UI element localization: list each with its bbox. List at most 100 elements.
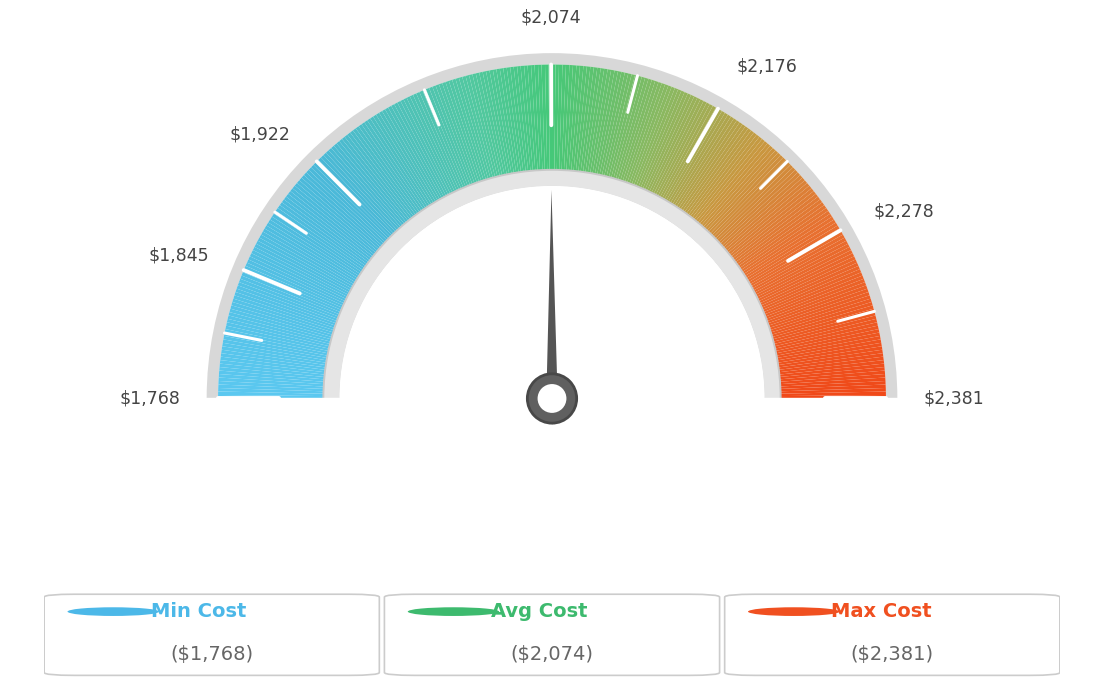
Wedge shape <box>274 210 363 273</box>
Wedge shape <box>686 128 751 216</box>
Wedge shape <box>576 66 591 172</box>
Wedge shape <box>263 228 355 284</box>
Wedge shape <box>257 237 352 291</box>
Text: ($1,768): ($1,768) <box>170 644 253 664</box>
Wedge shape <box>220 364 326 377</box>
Wedge shape <box>219 395 325 398</box>
Wedge shape <box>587 68 607 174</box>
Wedge shape <box>562 65 570 171</box>
Wedge shape <box>752 237 847 291</box>
Wedge shape <box>241 275 340 317</box>
Wedge shape <box>659 104 713 199</box>
Wedge shape <box>361 122 424 212</box>
Wedge shape <box>724 180 807 251</box>
Wedge shape <box>265 226 358 283</box>
Wedge shape <box>219 391 325 396</box>
Wedge shape <box>276 208 365 270</box>
Wedge shape <box>297 180 380 251</box>
Wedge shape <box>492 69 514 175</box>
Wedge shape <box>606 74 635 178</box>
Wedge shape <box>731 191 816 259</box>
Polygon shape <box>546 190 558 399</box>
Wedge shape <box>342 137 411 221</box>
Wedge shape <box>763 273 862 315</box>
Wedge shape <box>433 86 473 186</box>
Text: $1,768: $1,768 <box>119 389 180 408</box>
Wedge shape <box>776 339 881 360</box>
Wedge shape <box>226 322 330 349</box>
Wedge shape <box>423 89 466 188</box>
Wedge shape <box>776 336 881 358</box>
Wedge shape <box>716 168 796 243</box>
FancyBboxPatch shape <box>384 594 720 676</box>
Wedge shape <box>680 122 743 212</box>
Wedge shape <box>743 217 834 277</box>
Wedge shape <box>521 66 533 172</box>
Wedge shape <box>333 144 405 226</box>
Wedge shape <box>272 214 362 275</box>
Wedge shape <box>720 172 800 246</box>
Wedge shape <box>733 197 820 263</box>
Wedge shape <box>227 315 331 344</box>
Wedge shape <box>654 99 703 195</box>
Wedge shape <box>238 279 339 319</box>
Wedge shape <box>778 367 884 380</box>
Wedge shape <box>765 279 866 319</box>
Wedge shape <box>316 160 393 237</box>
Wedge shape <box>661 106 715 200</box>
Wedge shape <box>670 113 728 205</box>
Wedge shape <box>534 65 542 171</box>
Text: Max Cost: Max Cost <box>831 602 932 621</box>
Wedge shape <box>479 72 505 176</box>
Text: $1,922: $1,922 <box>230 126 290 144</box>
Wedge shape <box>314 162 391 239</box>
Wedge shape <box>410 95 457 193</box>
Wedge shape <box>721 175 803 248</box>
Wedge shape <box>739 208 828 270</box>
Circle shape <box>407 607 499 616</box>
Wedge shape <box>713 162 790 239</box>
Wedge shape <box>693 137 762 221</box>
Wedge shape <box>288 191 373 259</box>
Wedge shape <box>676 119 736 209</box>
Wedge shape <box>219 384 325 391</box>
Wedge shape <box>221 357 326 373</box>
Wedge shape <box>714 165 793 241</box>
FancyBboxPatch shape <box>44 594 380 676</box>
Wedge shape <box>764 275 863 317</box>
Wedge shape <box>608 75 638 179</box>
Wedge shape <box>779 371 885 382</box>
Wedge shape <box>656 101 707 197</box>
Wedge shape <box>595 70 618 175</box>
Wedge shape <box>219 388 325 394</box>
Wedge shape <box>237 282 339 322</box>
Wedge shape <box>627 83 665 184</box>
Wedge shape <box>545 65 550 171</box>
Wedge shape <box>620 80 655 182</box>
Wedge shape <box>284 197 371 263</box>
Wedge shape <box>476 72 502 177</box>
Wedge shape <box>736 202 825 266</box>
Wedge shape <box>755 247 851 297</box>
Wedge shape <box>226 319 331 346</box>
Wedge shape <box>604 73 631 177</box>
Wedge shape <box>531 65 540 171</box>
Wedge shape <box>301 175 383 248</box>
Text: $2,381: $2,381 <box>924 389 985 408</box>
Wedge shape <box>541 65 548 171</box>
Wedge shape <box>643 92 688 190</box>
Wedge shape <box>234 292 337 328</box>
Circle shape <box>67 607 159 616</box>
Wedge shape <box>758 256 856 304</box>
Wedge shape <box>306 170 386 244</box>
Wedge shape <box>244 266 343 311</box>
Wedge shape <box>219 371 325 382</box>
Wedge shape <box>459 77 491 180</box>
Wedge shape <box>538 65 545 171</box>
Wedge shape <box>325 170 779 398</box>
Wedge shape <box>513 66 528 172</box>
Wedge shape <box>261 232 354 287</box>
Wedge shape <box>225 326 330 351</box>
Wedge shape <box>697 141 767 224</box>
Wedge shape <box>779 388 885 394</box>
